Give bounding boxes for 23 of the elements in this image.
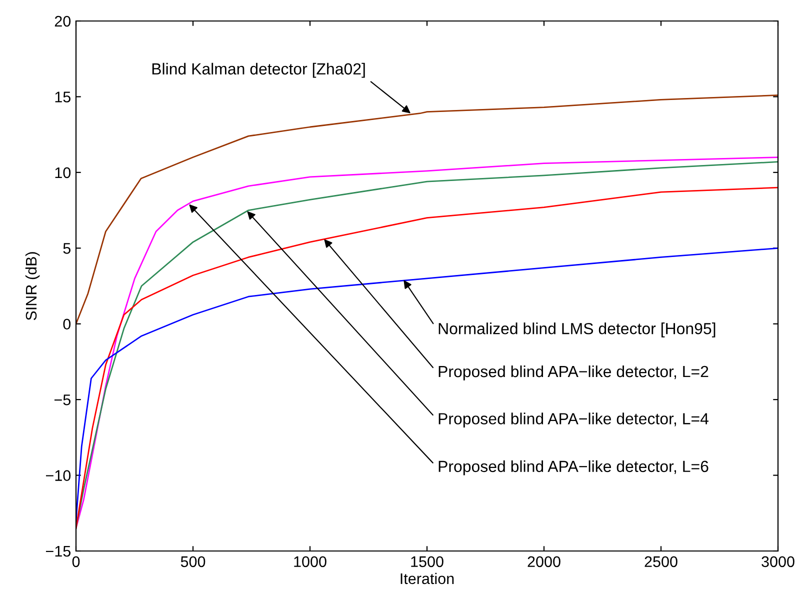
annotation: Proposed blind APA−like detector, L=6 xyxy=(438,460,708,476)
annotation: Blind Kalman detector [Zha02] xyxy=(152,62,365,78)
x-tick-label: 1000 xyxy=(294,556,326,568)
line-series xyxy=(76,247,778,522)
y-axis-title: SINR (dB) xyxy=(25,252,40,320)
annotation: Proposed blind APA−like detector, L=2 xyxy=(438,365,708,380)
x-tick-label: 1500 xyxy=(411,556,444,568)
y-tick-label: 5 xyxy=(63,243,70,254)
annotation: Normalized blind LMS detector [Hon95] xyxy=(438,322,716,338)
x-tick-label: 3000 xyxy=(762,556,794,568)
y-tick-label: 15 xyxy=(55,92,70,102)
x-tick-label: 0 xyxy=(72,556,80,568)
x-tick-label: 2500 xyxy=(644,556,678,568)
y-tick-label: −5 xyxy=(54,394,70,406)
y-tick-label: 10 xyxy=(55,167,71,178)
annotation: Proposed blind APA−like detector, L=4 xyxy=(438,412,708,428)
y-tick-label: 20 xyxy=(54,16,71,27)
y-tick-label: −15 xyxy=(46,546,70,557)
y-tick-label: 0 xyxy=(63,318,71,330)
x-tick-label: 500 xyxy=(180,556,206,568)
x-tick-label: 2000 xyxy=(528,556,560,568)
y-tick-label: −10 xyxy=(46,470,71,481)
x-axis-title: Iteration xyxy=(400,572,454,584)
